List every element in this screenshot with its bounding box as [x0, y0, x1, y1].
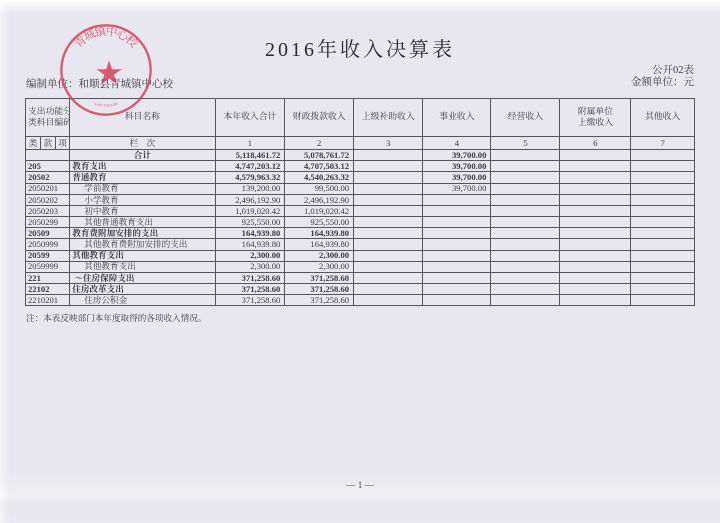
svg-text:青城镇中心校: 青城镇中心校 — [71, 24, 141, 51]
svg-text:1407230100: 1407230100 — [94, 103, 119, 109]
